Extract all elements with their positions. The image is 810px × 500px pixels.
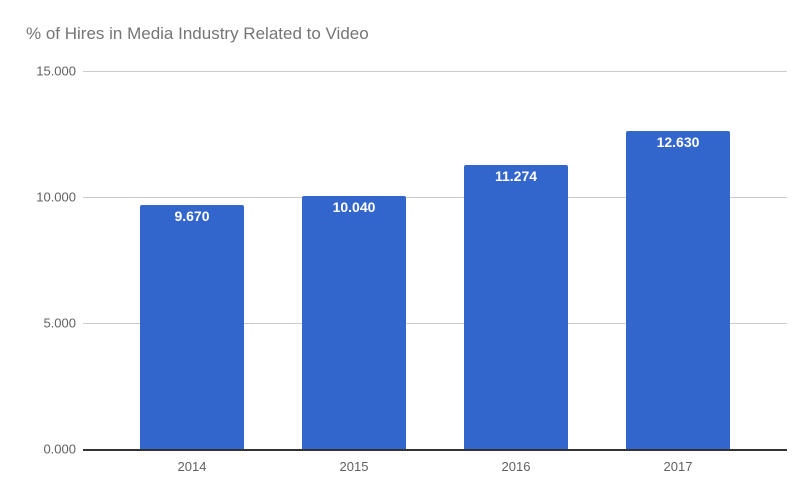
bar-value-label: 9.670 [174,208,210,225]
gridline-10 [83,197,787,198]
x-axis-baseline [83,449,787,451]
y-tick-label: 0.000 [43,441,76,457]
x-tick-label: 2017 [663,459,693,474]
x-tick-label: 2015 [339,459,369,474]
bar-value-label: 10.040 [332,198,376,215]
bar-value-label: 12.630 [656,133,700,150]
bar-value-label: 11.274 [494,167,538,184]
bar-2017[interactable]: 12.630 [626,130,730,449]
x-tick-label: 2014 [177,459,207,474]
y-tick-label: 10.000 [36,189,76,205]
x-tick-label: 2016 [501,459,531,474]
bar-2016[interactable]: 11.274 [464,164,568,449]
y-tick-label: 15.000 [36,63,76,79]
gridline-5 [83,323,787,324]
y-tick-label: 5.000 [43,315,76,331]
bar-2015[interactable]: 10.040 [302,195,406,449]
gridline-15 [83,71,787,72]
chart-title: % of Hires in Media Industry Related to … [26,24,369,43]
bar-2014[interactable]: 9.670 [140,205,244,449]
